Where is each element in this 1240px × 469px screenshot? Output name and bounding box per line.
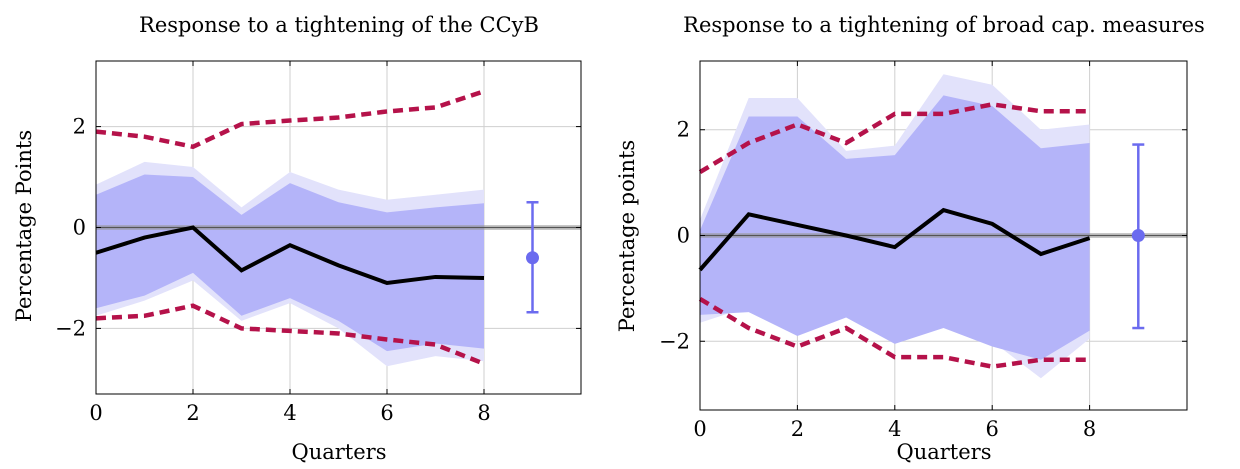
y-axis-label: Percentage points	[615, 140, 639, 332]
x-tick-label: 2	[186, 401, 199, 425]
tick-labels: 0 2 4 6 8 −2 0 2	[659, 118, 1096, 441]
y-tick-label: 2	[73, 115, 86, 139]
x-axis-label: Quarters	[292, 440, 387, 464]
chart-title: Response to a tightening of broad cap. m…	[683, 13, 1205, 37]
upper-bound-line	[95, 89, 485, 150]
x-tick-label: 6	[380, 401, 393, 425]
average-effect-point	[1131, 229, 1145, 242]
point-estimate-line	[95, 225, 485, 286]
tick-labels: 0 2 4 6 8 −2 0 2	[55, 115, 491, 425]
x-tick-label: 0	[89, 401, 102, 425]
y-tick-label: 0	[677, 224, 690, 248]
x-tick-label: 6	[986, 417, 999, 441]
confidence-band-inner	[700, 95, 1090, 360]
y-tick-label: −2	[55, 316, 86, 340]
plot-area	[95, 60, 582, 395]
lower-bound-line	[698, 297, 1090, 369]
y-tick-label: −2	[659, 329, 690, 353]
x-tick-label: 8	[477, 401, 490, 425]
lower-bound-line	[95, 303, 485, 366]
chart-title: Response to a tightening of the CCyB	[139, 13, 539, 37]
confidence-band-inner	[96, 174, 484, 352]
average-effect-point	[526, 251, 539, 265]
x-tick-label: 8	[1083, 417, 1096, 441]
y-tick-label: 2	[677, 118, 690, 142]
x-axis-label: Quarters	[897, 440, 992, 464]
y-tick-label: 0	[73, 216, 86, 240]
x-tick-label: 4	[888, 417, 901, 441]
point-estimate-line	[698, 207, 1091, 272]
x-tick-label: 2	[791, 417, 804, 441]
x-tick-label: 0	[693, 417, 706, 441]
x-tick-label: 4	[283, 401, 296, 425]
y-axis-label: Percentage Points	[12, 130, 36, 322]
panel-broad-cap: Response to a tightening of broad cap. m…	[615, 13, 1205, 464]
panel-ccyb: Response to a tightening of the CCyB Qua…	[12, 13, 582, 464]
upper-bound-line	[698, 102, 1090, 174]
plot-area	[698, 60, 1188, 411]
